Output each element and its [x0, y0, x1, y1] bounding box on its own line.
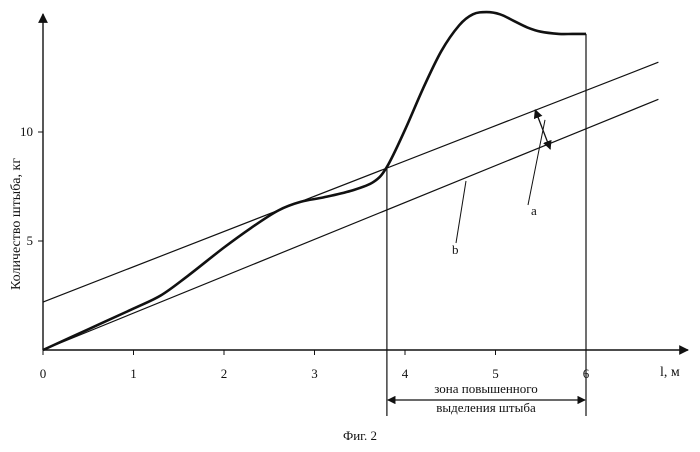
y-axis-label: Количество штыба, кг	[9, 158, 24, 290]
series-a-label: a	[531, 203, 537, 218]
x-axis-label: l, м	[660, 365, 680, 380]
series-a-line	[42, 61, 659, 303]
series-a-leader	[527, 119, 546, 206]
series-lines	[42, 10, 659, 352]
zone-label-line-2: выделения штыба	[436, 400, 536, 415]
x-tick-label: 2	[221, 366, 228, 381]
x-tick-label: 1	[130, 366, 137, 381]
series-b-leader	[455, 180, 467, 244]
series-b-label: b	[452, 242, 459, 257]
x-tick-label: 4	[402, 366, 409, 381]
x-tick-label: 0	[40, 366, 47, 381]
y-tick-label: 5	[27, 233, 34, 248]
zone-label-line-1: зона повышенного	[434, 381, 538, 396]
series-b-line	[42, 98, 659, 351]
series-main-curve	[42, 10, 586, 352]
y-tick-label: 10	[20, 124, 33, 139]
axes	[38, 13, 689, 355]
zone-marker	[386, 33, 587, 416]
x-tick-label: 3	[311, 366, 318, 381]
figure-caption: Фиг. 2	[343, 428, 377, 443]
x-tick-label: 5	[492, 366, 499, 381]
